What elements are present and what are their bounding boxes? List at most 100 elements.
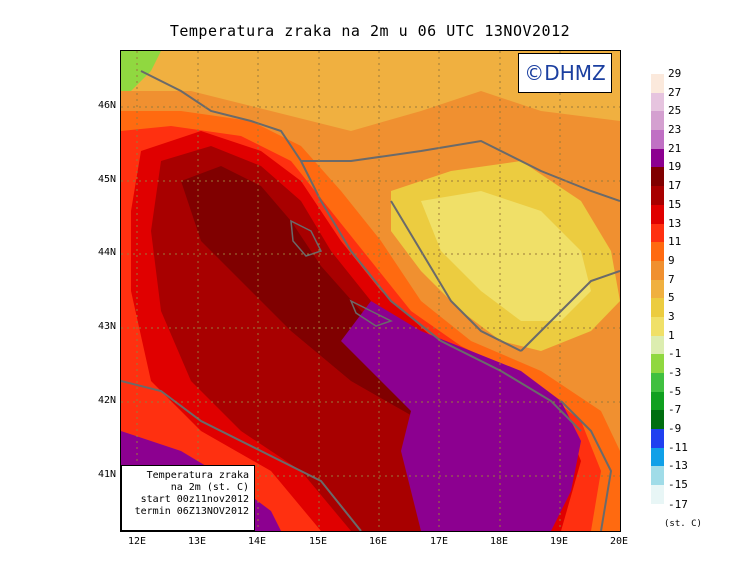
legend-swatch bbox=[651, 92, 664, 112]
legend-row: 3 bbox=[651, 310, 740, 336]
info-box: Temperatura zraka na 2m (st. C) start 00… bbox=[121, 465, 255, 531]
legend-row: -11 bbox=[651, 441, 740, 467]
legend-row: 1 bbox=[651, 329, 740, 355]
legend-swatch bbox=[651, 204, 664, 224]
border-albania bbox=[560, 400, 613, 531]
legend-label: 9 bbox=[668, 253, 675, 267]
legend-row: -13 bbox=[651, 459, 740, 486]
legend-swatch bbox=[651, 74, 664, 93]
legend-row: 29 bbox=[651, 67, 740, 93]
lon-label-14e: 14E bbox=[247, 536, 267, 547]
lon-label-18e: 18E bbox=[489, 536, 509, 547]
lon-label-13e: 13E bbox=[187, 536, 207, 547]
legend-row: 17 bbox=[651, 179, 740, 205]
lat-label-42n: 42N bbox=[97, 395, 116, 406]
legend-swatch bbox=[651, 373, 664, 392]
legend-row: 5 bbox=[651, 291, 740, 317]
legend-unit: (st. C) bbox=[664, 519, 702, 529]
legend-row: 9 bbox=[651, 254, 740, 280]
lon-label-17e: 17E bbox=[429, 536, 449, 547]
dhmz-logo: ©DHMZ bbox=[518, 53, 612, 93]
legend-label: 29 bbox=[668, 67, 682, 80]
info-line-1: Temperatura zraka bbox=[146, 470, 249, 481]
legend-swatch bbox=[651, 447, 664, 467]
legend-label: 5 bbox=[668, 291, 675, 305]
legend-label: -15 bbox=[668, 478, 688, 492]
legend-row: 19 bbox=[651, 160, 740, 187]
legend-label: 25 bbox=[668, 104, 682, 118]
legend-label: 19 bbox=[668, 160, 682, 174]
legend-label-last: -17 bbox=[668, 498, 688, 511]
legend-label: 11 bbox=[668, 235, 682, 249]
legend-swatch bbox=[651, 466, 664, 486]
legend-swatch bbox=[651, 335, 664, 355]
map-canvas bbox=[121, 51, 620, 531]
lon-label-12e: 12E bbox=[127, 536, 147, 547]
info-line-4: termin 06Z13NOV2012 bbox=[134, 506, 249, 517]
legend-label: -9 bbox=[668, 422, 682, 436]
legend-label: -5 bbox=[668, 384, 682, 398]
legend-label: 15 bbox=[668, 197, 682, 211]
graticule bbox=[121, 51, 620, 531]
lat-label-41n: 41N bbox=[97, 469, 116, 480]
legend-label: 3 bbox=[668, 309, 675, 323]
legend-swatch bbox=[651, 279, 664, 299]
legend-row: 25 bbox=[651, 104, 740, 131]
legend-label: -11 bbox=[668, 440, 688, 454]
legend-label: -7 bbox=[668, 403, 682, 417]
legend-label: 27 bbox=[668, 85, 682, 99]
legend-row: -7 bbox=[651, 403, 740, 430]
legend-row: -9 bbox=[651, 422, 740, 448]
lat-label-43n: 43N bbox=[97, 321, 116, 332]
legend-label: -3 bbox=[668, 366, 682, 379]
lat-label-45n: 45N bbox=[97, 174, 116, 185]
legend-swatch bbox=[651, 186, 664, 205]
legend-label: 17 bbox=[668, 179, 682, 193]
border-north bbox=[301, 139, 620, 202]
lon-label-15e: 15E bbox=[308, 536, 328, 547]
legend-row: -15 bbox=[651, 478, 740, 504]
legend-label: 23 bbox=[668, 123, 682, 137]
legend-row: 7 bbox=[651, 273, 740, 299]
legend-swatch bbox=[651, 242, 664, 261]
legend-swatch bbox=[651, 391, 664, 411]
color-legend: 29 27 25 23 21 19 17 15 13 11 9 7 5 3 1 -1 -3 -5 -7 -9 -11 -1… bbox=[651, 67, 740, 504]
legend-swatch bbox=[651, 410, 664, 430]
zone-3c bbox=[421, 191, 591, 321]
legend-label: -1 bbox=[668, 347, 682, 361]
legend-swatch bbox=[651, 223, 664, 243]
legend-label: 7 bbox=[668, 272, 675, 286]
legend-row: 11 bbox=[651, 235, 740, 261]
map-title: Temperatura zraka na 2m u 06 UTC 13NOV20… bbox=[169, 22, 571, 40]
legend-swatch bbox=[651, 316, 664, 336]
zone-21c bbox=[341, 301, 581, 531]
legend-row: -5 bbox=[651, 385, 740, 411]
legend-swatch bbox=[651, 167, 664, 187]
legend-row: 21 bbox=[651, 142, 740, 168]
legend-swatch bbox=[651, 260, 664, 280]
legend-label: 13 bbox=[668, 216, 682, 230]
legend-label: 21 bbox=[668, 141, 682, 155]
legend-row: 27 bbox=[651, 86, 740, 112]
legend-row: 15 bbox=[651, 198, 740, 224]
island-brac bbox=[349, 299, 393, 327]
lat-label-46n: 46N bbox=[97, 100, 116, 111]
info-line-2: na 2m (st. C) bbox=[170, 482, 249, 493]
border-east bbox=[520, 270, 620, 352]
legend-swatch bbox=[651, 130, 664, 149]
coastline-italy bbox=[121, 380, 362, 531]
legend-row: -1 bbox=[651, 347, 740, 373]
legend-swatch bbox=[651, 485, 664, 504]
lat-label-44n: 44N bbox=[97, 247, 116, 258]
legend-label: 1 bbox=[668, 328, 675, 342]
coastline bbox=[140, 70, 582, 432]
legend-swatch bbox=[651, 111, 664, 131]
temperature-map: ©DHMZ Temperatura zraka na 2m (st. C) st… bbox=[120, 50, 621, 532]
lon-label-16e: 16E bbox=[368, 536, 388, 547]
legend-swatch bbox=[651, 429, 664, 448]
legend-row: 13 bbox=[651, 217, 740, 243]
legend-row: 23 bbox=[651, 123, 740, 149]
legend-row: -3 bbox=[651, 366, 740, 392]
legend-swatch bbox=[651, 354, 664, 373]
lon-label-19e: 19E bbox=[549, 536, 569, 547]
